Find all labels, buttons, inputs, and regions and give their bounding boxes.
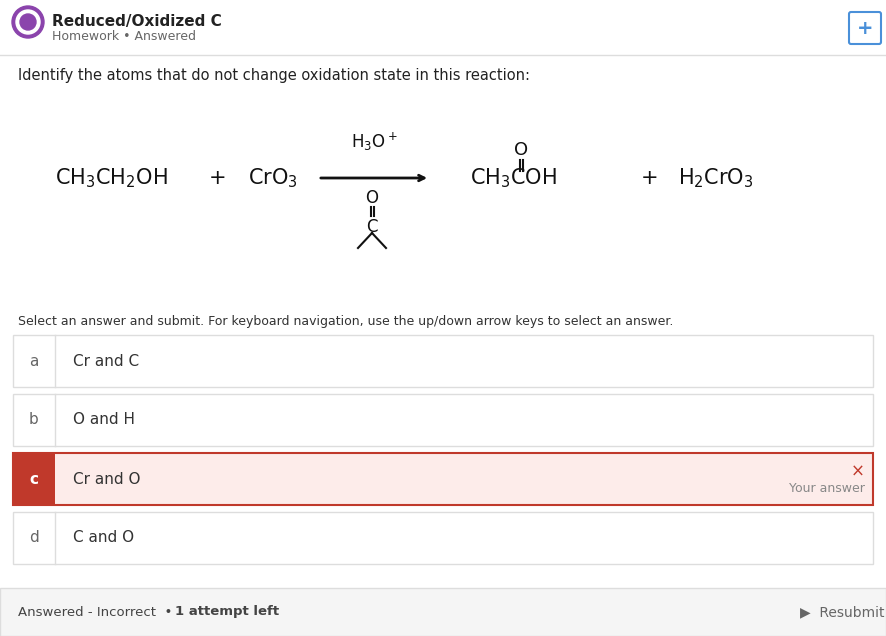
Text: Identify the atoms that do not change oxidation state in this reaction:: Identify the atoms that do not change ox…	[18, 68, 530, 83]
Circle shape	[16, 10, 40, 34]
Bar	[13, 512, 873, 564]
Bar	[13, 394, 873, 446]
Bar	[13, 453, 55, 505]
Text: C: C	[366, 218, 377, 236]
Text: H$_3$O$^+$: H$_3$O$^+$	[351, 131, 397, 153]
FancyBboxPatch shape	[849, 12, 881, 44]
Text: Answered - Incorrect  •: Answered - Incorrect •	[18, 605, 181, 618]
Text: CH$_3$COH: CH$_3$COH	[470, 166, 557, 190]
Circle shape	[12, 6, 44, 38]
Text: +: +	[641, 168, 659, 188]
Bar	[13, 453, 873, 505]
Text: d: d	[29, 530, 39, 546]
Text: +: +	[857, 18, 874, 38]
Text: ×: ×	[851, 463, 865, 481]
Text: b: b	[29, 413, 39, 427]
Text: Your answer: Your answer	[789, 482, 865, 495]
Text: Reduced/Oxidized C: Reduced/Oxidized C	[52, 14, 222, 29]
Text: +: +	[209, 168, 227, 188]
Circle shape	[20, 14, 36, 30]
Bar	[13, 335, 873, 387]
Text: H$_2$CrO$_3$: H$_2$CrO$_3$	[678, 166, 754, 190]
Text: ▶  Resubmit: ▶ Resubmit	[800, 605, 884, 619]
Text: CrO$_3$: CrO$_3$	[248, 166, 298, 190]
Text: a: a	[29, 354, 39, 368]
Text: O: O	[514, 141, 528, 159]
Text: Homework • Answered: Homework • Answered	[52, 30, 196, 43]
Text: Select an answer and submit. For keyboard navigation, use the up/down arrow keys: Select an answer and submit. For keyboar…	[18, 315, 673, 328]
Text: Cr and O: Cr and O	[73, 471, 141, 487]
Bar	[0, 588, 886, 636]
Text: C and O: C and O	[73, 530, 134, 546]
Text: O: O	[366, 189, 378, 207]
Text: Cr and C: Cr and C	[73, 354, 139, 368]
Text: 1 attempt left: 1 attempt left	[175, 605, 279, 618]
Text: O and H: O and H	[73, 413, 135, 427]
Text: c: c	[29, 471, 38, 487]
Text: CH$_3$CH$_2$OH: CH$_3$CH$_2$OH	[55, 166, 167, 190]
